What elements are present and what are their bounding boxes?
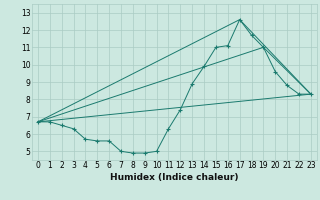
X-axis label: Humidex (Indice chaleur): Humidex (Indice chaleur) xyxy=(110,173,239,182)
